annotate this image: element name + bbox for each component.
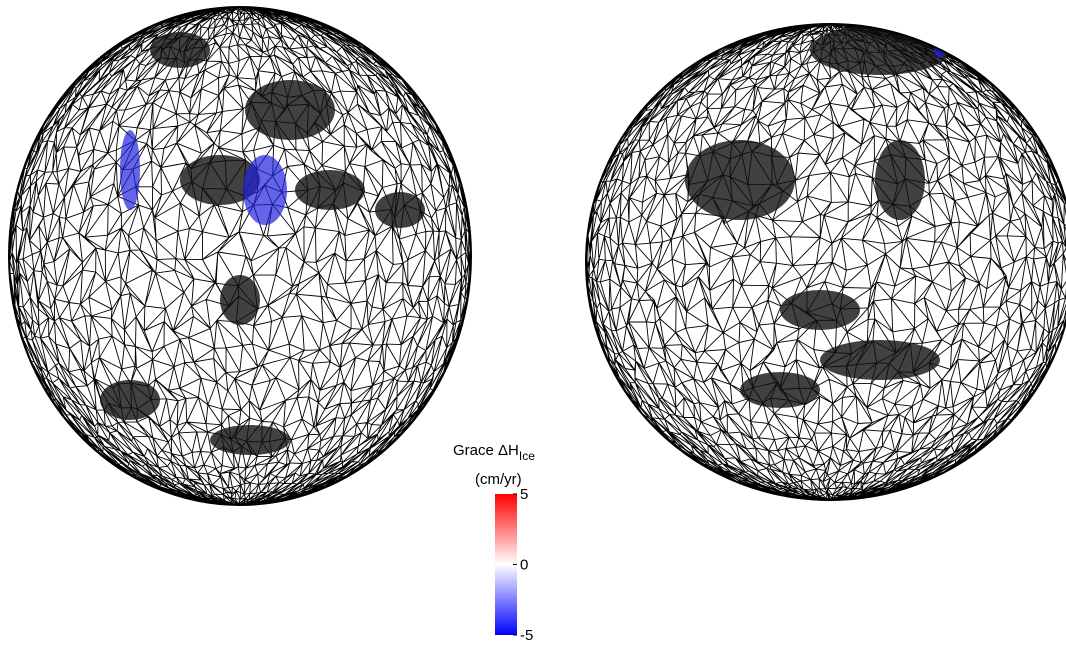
- dense-mesh: [180, 155, 260, 205]
- colorbar: 5 0 -5: [495, 486, 533, 644]
- tick-label: 0: [520, 557, 528, 574]
- globe-outline: [585, 23, 1066, 501]
- dense-mesh: [220, 275, 260, 325]
- dense-mesh: [810, 25, 950, 75]
- tick-label: 5: [520, 486, 528, 503]
- dense-mesh: [740, 372, 820, 408]
- colorbar-fill: [495, 494, 517, 635]
- tick-label: -5: [520, 627, 533, 644]
- dense-mesh: [875, 140, 925, 220]
- dense-mesh: [100, 380, 160, 420]
- dense-mesh: [245, 80, 335, 140]
- globe: [586, 24, 1066, 500]
- dense-mesh: [820, 340, 940, 380]
- globes: [8, 6, 1066, 506]
- dense-mesh: [295, 170, 365, 210]
- dense-mesh: [780, 290, 860, 330]
- mesh: [586, 24, 1066, 500]
- ice-change: [120, 130, 140, 210]
- globe: [9, 7, 471, 505]
- colorbar-unit: (cm/yr): [475, 471, 522, 488]
- colorbar-title: Grace ΔHIce: [453, 442, 535, 463]
- ice-change: [243, 155, 287, 225]
- globe-outline: [8, 6, 472, 506]
- dense-mesh: [685, 140, 795, 220]
- dense-mesh: [150, 32, 210, 68]
- dense-mesh: [210, 425, 290, 455]
- dense-mesh: [375, 192, 425, 228]
